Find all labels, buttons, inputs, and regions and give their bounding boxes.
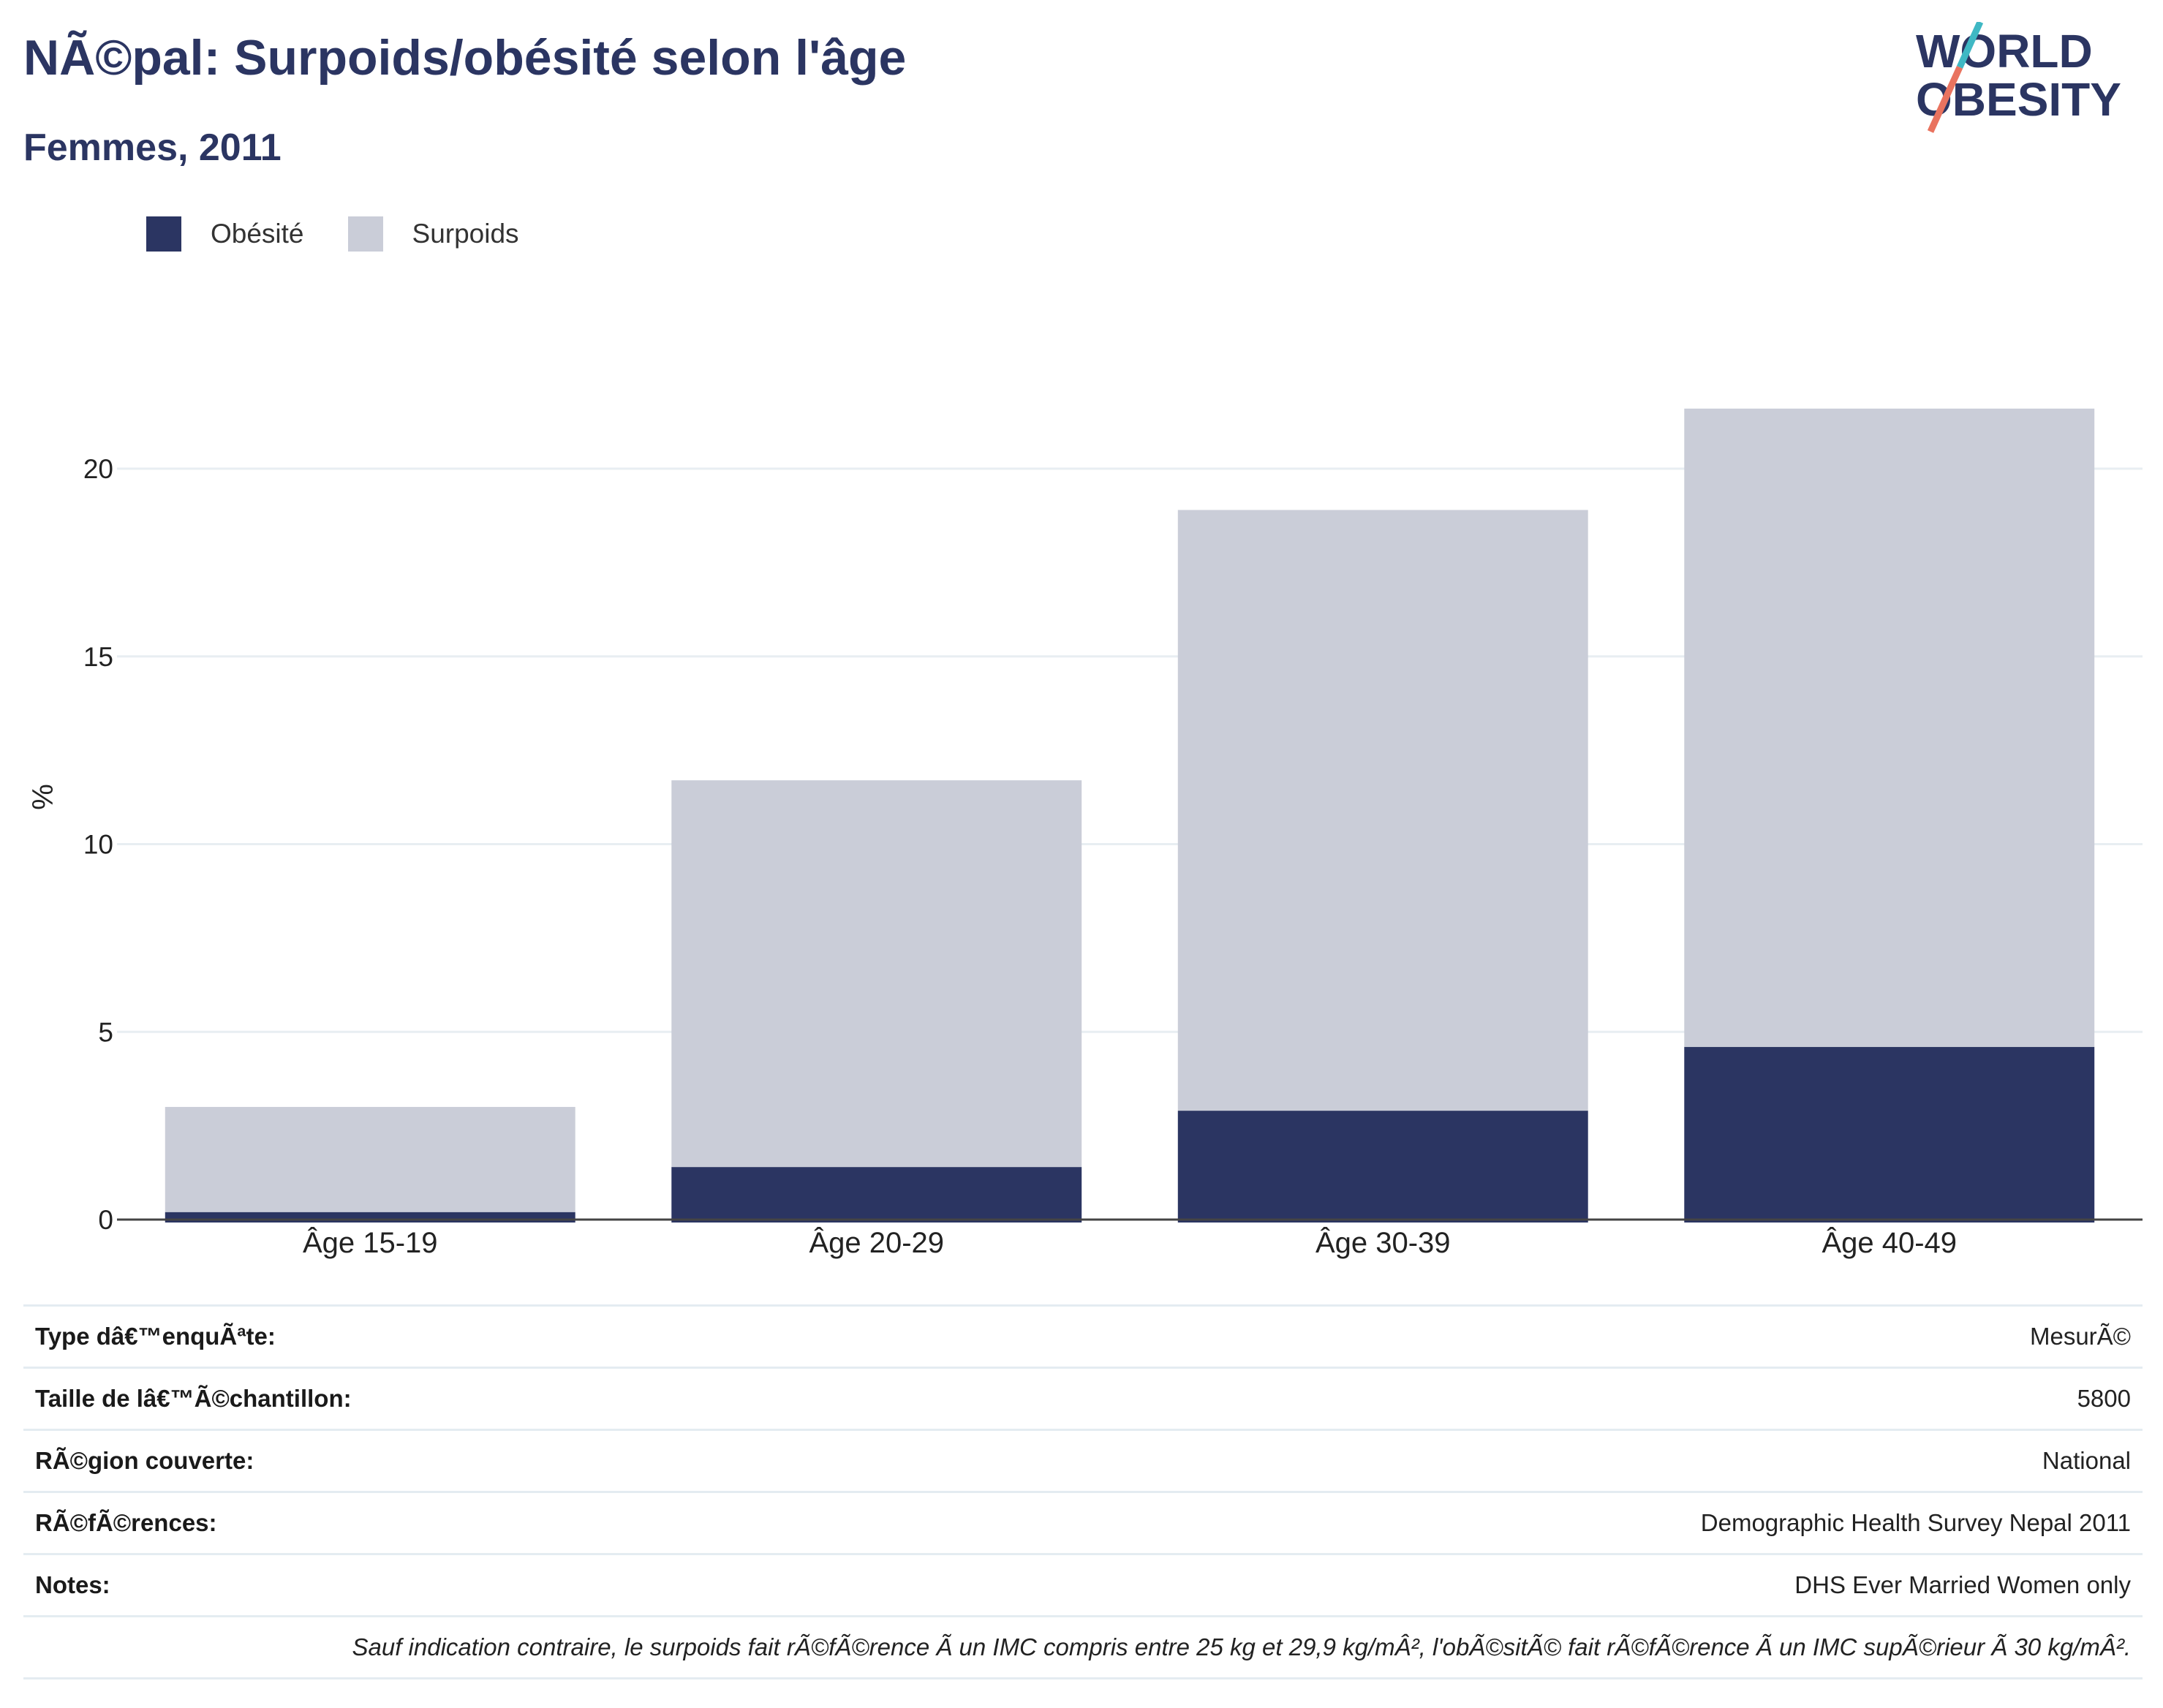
bar-chart: 0 5 10 15 20 Âge 15-19 Âge 20-29 Âge 30-39 Âge 4…	[27, 408, 2143, 1259]
chart-legend: Obésité Surpoids	[146, 216, 548, 252]
y-axis-label: %	[27, 784, 59, 810]
bar-obesity[interactable]	[165, 1212, 575, 1223]
logo-text-world: WORLD	[1916, 25, 2093, 78]
legend-label-obesity: Obésité	[211, 219, 304, 249]
y-tick-label: 0	[98, 1205, 113, 1235]
y-tick-label: 15	[83, 642, 113, 672]
survey-info-table: Type dâ€™enquÃªte: MesurÃ© Taille de lâ€™Ã…	[23, 1304, 2143, 1679]
footnote-row: Sauf indication contraire, le surpoids f…	[23, 1615, 2143, 1679]
bar-obesity[interactable]	[1684, 1046, 2095, 1223]
y-tick-label: 10	[83, 830, 113, 860]
info-value: 5800	[931, 1367, 2143, 1430]
info-key: Type dâ€™enquÃªte:	[23, 1304, 932, 1368]
bar-obesity[interactable]	[1177, 1111, 1588, 1223]
info-value: DHS Ever Married Women only	[931, 1553, 2143, 1617]
bars	[165, 408, 2095, 1223]
info-value: MesurÃ©	[931, 1304, 2143, 1368]
info-value: Demographic Health Survey Nepal 2011	[931, 1491, 2143, 1554]
chart-subtitle: Femmes, 2011	[23, 126, 282, 169]
legend-label-overweight: Surpoids	[412, 219, 519, 249]
info-key: Taille de lâ€™Ã©chantillon:	[23, 1367, 932, 1430]
info-row: Notes: DHS Ever Married Women only	[23, 1553, 2143, 1617]
bar-overweight[interactable]	[165, 1106, 575, 1212]
info-row: RÃ©gion couverte: National	[23, 1429, 2143, 1492]
bar-overweight[interactable]	[671, 780, 1082, 1168]
info-key: Notes:	[23, 1553, 932, 1617]
logo-slash-top	[1956, 22, 1984, 69]
legend-item-obesity[interactable]: Obésité	[146, 216, 304, 252]
info-row: Taille de lâ€™Ã©chantillon: 5800	[23, 1367, 2143, 1430]
info-key: RÃ©fÃ©rences:	[23, 1491, 932, 1554]
info-row: RÃ©fÃ©rences: Demographic Health Survey N…	[23, 1491, 2143, 1554]
x-tick-label: Âge 30-39	[1315, 1226, 1451, 1259]
world-obesity-logo: WORLD OBESITY	[1916, 22, 2121, 133]
chart-title: NÃ©pal: Surpoids/obésité selon l'âge	[23, 30, 907, 86]
legend-swatch-overweight	[347, 216, 383, 252]
legend-swatch-obesity	[146, 216, 181, 252]
y-tick-label: 5	[98, 1017, 113, 1047]
bar-overweight[interactable]	[1684, 408, 2095, 1047]
logo-slash-bottom	[1927, 66, 1963, 133]
bar-overweight[interactable]	[1177, 510, 1588, 1111]
y-tick-label: 20	[83, 454, 113, 484]
x-tick-label: Âge 40-49	[1822, 1226, 1957, 1259]
x-tick-label: Âge 15-19	[303, 1226, 438, 1259]
bar-obesity[interactable]	[671, 1167, 1082, 1223]
legend-item-overweight[interactable]: Surpoids	[347, 216, 519, 252]
info-value: National	[931, 1429, 2143, 1492]
info-key: RÃ©gion couverte:	[23, 1429, 932, 1492]
x-tick-label: Âge 20-29	[809, 1226, 944, 1259]
info-row: Type dâ€™enquÃªte: MesurÃ©	[23, 1304, 2143, 1368]
axes: 0 5 10 15 20 Âge 15-19 Âge 20-29 Âge 30-39 Âge 4…	[83, 454, 2143, 1259]
footnote: Sauf indication contraire, le surpoids f…	[23, 1615, 2143, 1679]
